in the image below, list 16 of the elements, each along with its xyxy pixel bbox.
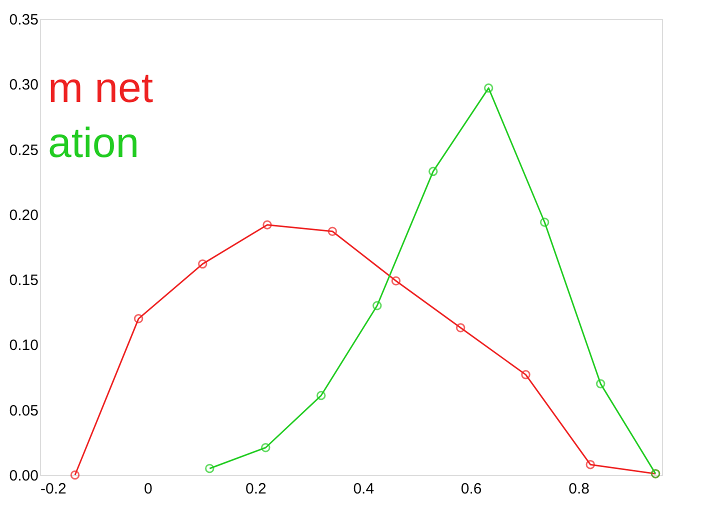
text: ation xyxy=(48,119,140,166)
x-tick-label: 0.2 xyxy=(245,480,266,498)
y-tick-label: 0.15 xyxy=(9,272,38,290)
text: m net xyxy=(48,64,154,111)
y-tick-label: 0.35 xyxy=(9,12,38,28)
x-tick-label: 0.4 xyxy=(353,480,374,498)
y-tick-label: 0.30 xyxy=(9,76,38,94)
x-tick-label: 0 xyxy=(144,480,152,498)
x-tick-label: -0.2 xyxy=(40,480,66,498)
y-tick-label: 0.25 xyxy=(9,142,38,159)
y-tick-label: 0.00 xyxy=(9,468,38,484)
y-tick-label: 0.10 xyxy=(9,337,38,354)
x-tick-label: 0.6 xyxy=(460,480,482,498)
x-tick-label: 0.8 xyxy=(568,480,590,498)
y-tick-label: 0.05 xyxy=(9,402,38,420)
y-tick-label: 0.20 xyxy=(9,206,38,224)
